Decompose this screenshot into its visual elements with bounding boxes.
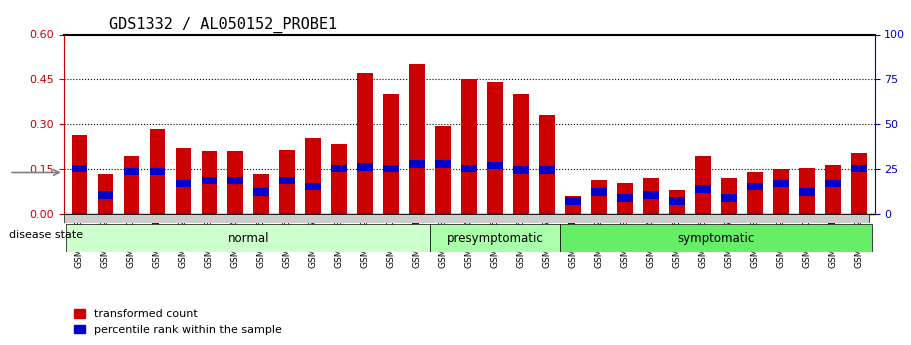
Bar — [591, 179, 607, 214]
Bar — [384, 94, 399, 214]
Bar — [825, 179, 841, 187]
Bar — [773, 179, 789, 187]
Bar — [176, 179, 191, 187]
Legend: transformed count, percentile rank within the sample: transformed count, percentile rank withi… — [69, 305, 286, 339]
Bar — [799, 168, 814, 214]
Bar — [280, 150, 295, 214]
Bar — [124, 168, 139, 175]
Bar — [228, 177, 243, 184]
Bar — [253, 174, 269, 214]
Bar — [332, 144, 347, 214]
Bar — [566, 197, 581, 205]
Text: GDS1332 / AL050152_PROBE1: GDS1332 / AL050152_PROBE1 — [109, 17, 337, 33]
Bar — [618, 195, 633, 202]
Bar — [435, 126, 451, 214]
Bar — [487, 161, 503, 169]
Bar — [591, 188, 607, 196]
Bar — [332, 165, 347, 172]
Bar — [566, 196, 581, 214]
FancyBboxPatch shape — [430, 224, 560, 252]
Bar — [357, 73, 373, 214]
Bar — [149, 168, 165, 175]
FancyBboxPatch shape — [67, 224, 430, 252]
Text: disease state: disease state — [9, 230, 83, 239]
Bar — [487, 82, 503, 214]
Bar — [97, 191, 113, 199]
Bar — [825, 165, 841, 214]
Bar — [253, 188, 269, 196]
Text: normal: normal — [228, 231, 269, 245]
Bar — [149, 129, 165, 214]
FancyBboxPatch shape — [560, 224, 872, 252]
Text: presymptomatic: presymptomatic — [446, 231, 544, 245]
Bar — [539, 166, 555, 174]
Bar — [670, 197, 685, 205]
Bar — [228, 151, 243, 214]
Bar — [72, 135, 87, 214]
Bar — [747, 183, 763, 190]
Text: symptomatic: symptomatic — [678, 231, 754, 245]
Bar — [201, 151, 217, 214]
Bar — [280, 177, 295, 184]
Bar — [539, 115, 555, 214]
Bar — [409, 160, 425, 168]
Bar — [461, 79, 477, 214]
Bar — [851, 152, 866, 214]
Bar — [384, 165, 399, 172]
FancyBboxPatch shape — [64, 214, 869, 223]
Bar — [97, 174, 113, 214]
Bar — [747, 172, 763, 214]
Bar — [670, 190, 685, 214]
Bar — [435, 160, 451, 168]
Bar — [643, 178, 659, 214]
Bar — [409, 65, 425, 214]
Bar — [722, 178, 737, 214]
Bar — [305, 138, 321, 214]
Bar — [124, 156, 139, 214]
Bar — [851, 165, 866, 172]
Bar — [695, 156, 711, 214]
Bar — [357, 163, 373, 170]
Bar — [513, 166, 529, 174]
Bar — [722, 195, 737, 202]
Bar — [695, 186, 711, 193]
Bar — [176, 148, 191, 214]
Bar — [643, 191, 659, 199]
Bar — [201, 177, 217, 184]
Bar — [799, 188, 814, 196]
Bar — [72, 165, 87, 172]
Bar — [773, 169, 789, 214]
Bar — [618, 183, 633, 214]
Bar — [305, 183, 321, 190]
Bar — [461, 165, 477, 172]
Bar — [513, 94, 529, 214]
